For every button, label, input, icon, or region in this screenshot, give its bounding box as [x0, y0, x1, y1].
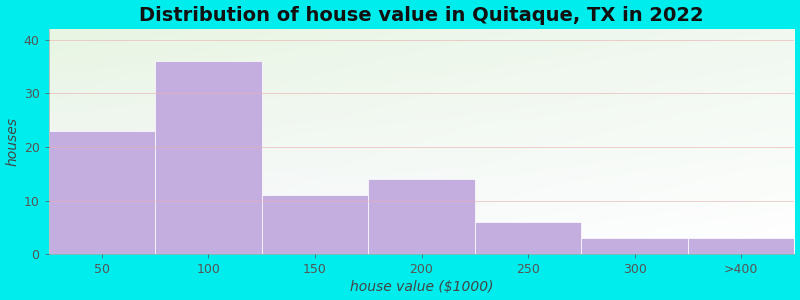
X-axis label: house value ($1000): house value ($1000)	[350, 280, 494, 294]
Bar	[475, 222, 582, 254]
Bar	[688, 238, 794, 254]
Title: Distribution of house value in Quitaque, TX in 2022: Distribution of house value in Quitaque,…	[139, 6, 704, 25]
Bar	[49, 131, 155, 254]
Bar	[582, 238, 688, 254]
Bar	[368, 179, 475, 254]
Bar	[155, 61, 262, 254]
Bar	[262, 195, 368, 254]
Y-axis label: houses: houses	[6, 117, 19, 166]
